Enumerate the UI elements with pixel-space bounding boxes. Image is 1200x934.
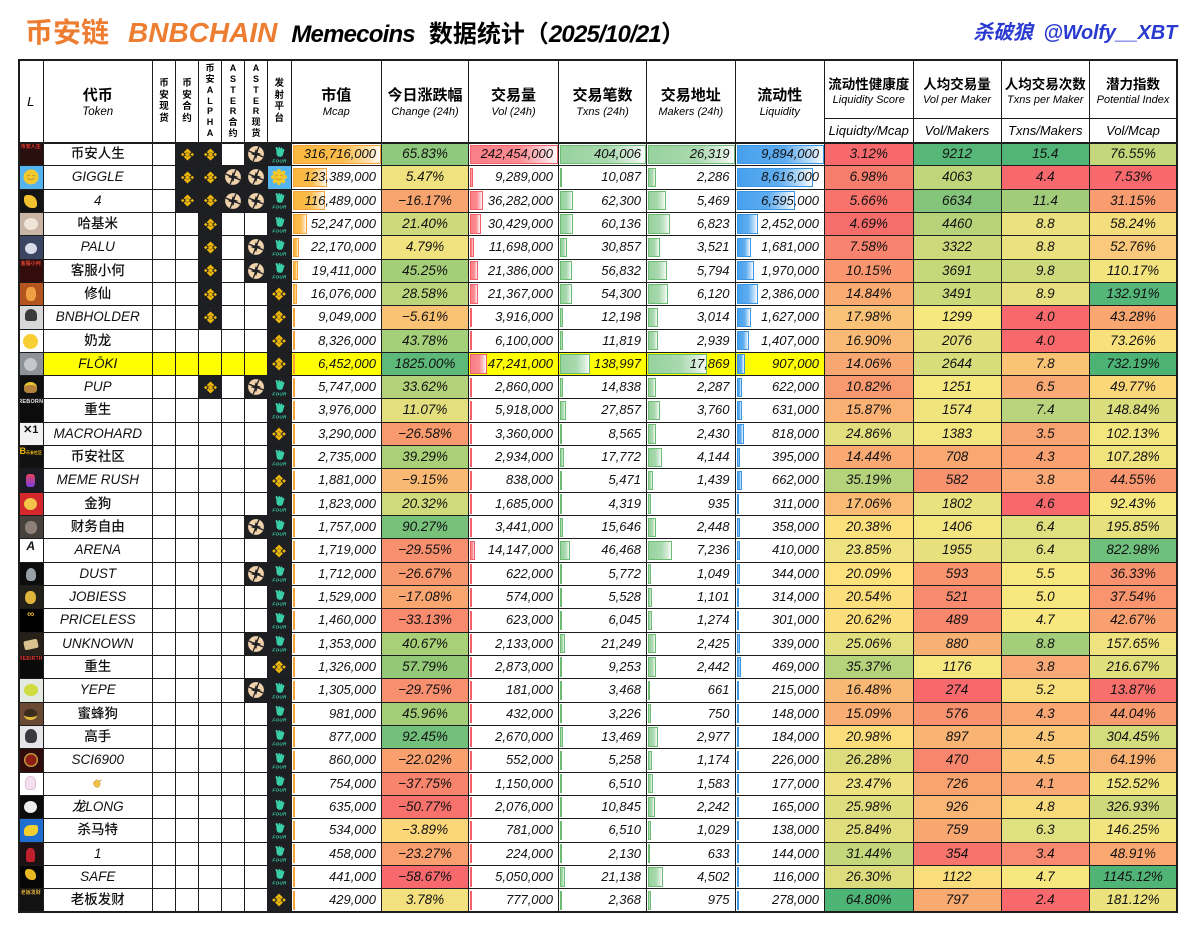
svg-text:FOUR: FOUR [272, 624, 287, 629]
svg-text:FOUR: FOUR [272, 508, 287, 513]
svg-text:FOUR: FOUR [272, 811, 287, 816]
svg-text:FOUR: FOUR [272, 601, 287, 606]
svg-text:FOUR: FOUR [272, 881, 287, 886]
svg-text:FOUR: FOUR [272, 391, 287, 396]
svg-text:FOUR: FOUR [272, 205, 287, 210]
svg-text:FOUR: FOUR [272, 694, 287, 699]
svg-text:FOUR: FOUR [272, 718, 287, 723]
svg-text:FOUR: FOUR [272, 461, 287, 466]
svg-text:FOUR: FOUR [272, 741, 287, 746]
svg-text:FOUR: FOUR [272, 531, 287, 536]
svg-text:FOUR: FOUR [272, 251, 287, 256]
svg-text:FOUR: FOUR [272, 834, 287, 839]
svg-text:FOUR: FOUR [272, 578, 287, 583]
svg-text:FOUR: FOUR [272, 764, 287, 769]
svg-text:FOUR: FOUR [272, 158, 287, 163]
svg-text:FOUR: FOUR [272, 788, 287, 793]
svg-text:FOUR: FOUR [272, 858, 287, 863]
svg-text:FOUR: FOUR [272, 648, 287, 653]
svg-text:FOUR: FOUR [272, 415, 287, 420]
svg-text:FOUR: FOUR [272, 228, 287, 233]
svg-text:FOUR: FOUR [272, 275, 287, 280]
